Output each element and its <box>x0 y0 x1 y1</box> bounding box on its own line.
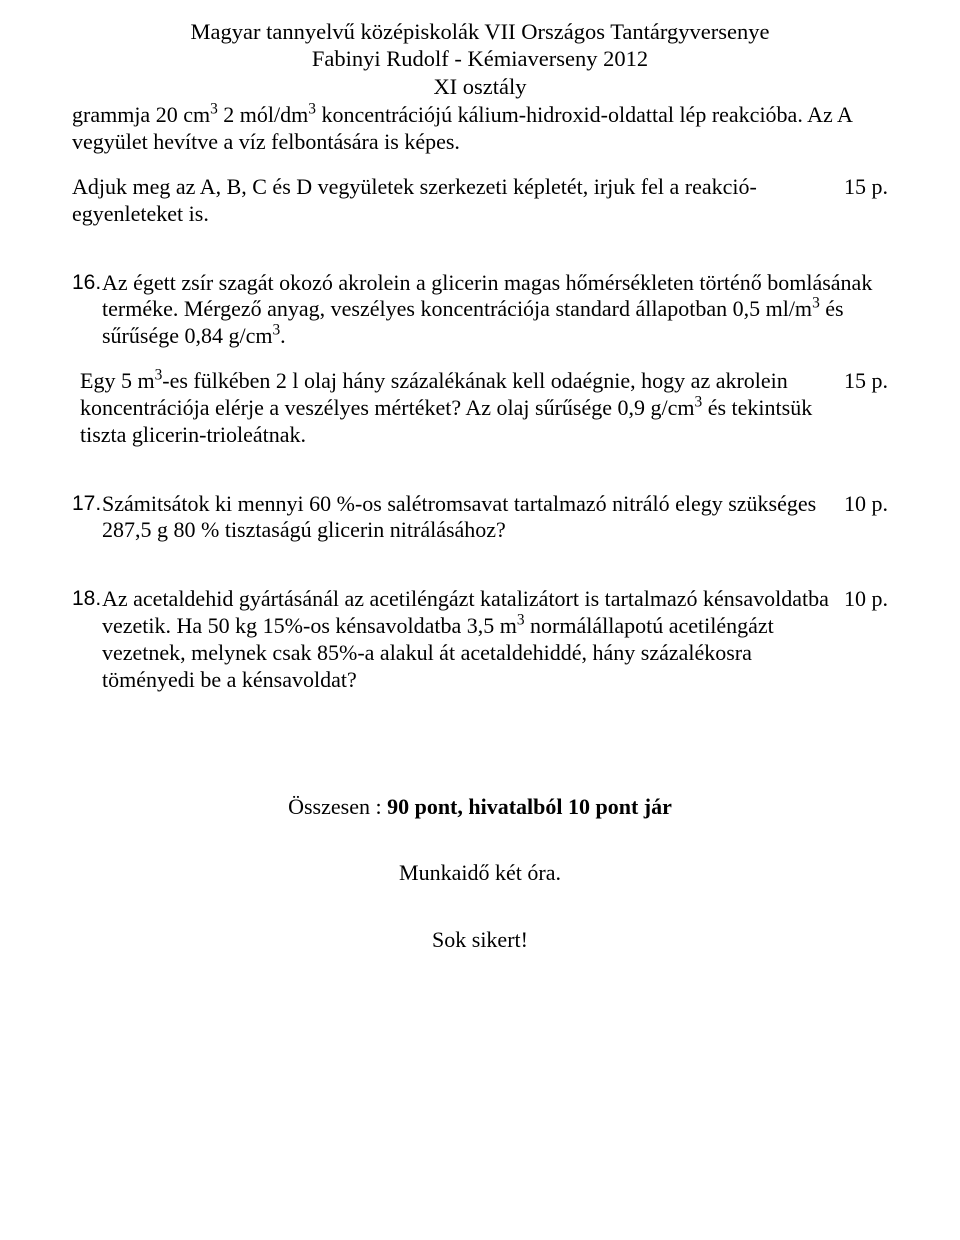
header-line-1: Magyar tannyelvű középiskolák VII Ország… <box>72 18 888 45</box>
q16-p2-points: 15 p. <box>836 368 888 448</box>
q16-p1: Az égett zsír szagát okozó akrolein a gl… <box>102 270 888 350</box>
q17-points: 10 p. <box>836 491 888 545</box>
page-header: Magyar tannyelvű középiskolák VII Ország… <box>72 18 888 100</box>
footer-total-prefix: Összesen : <box>288 794 387 819</box>
question-17: 17. Számitsátok ki mennyi 60 %-os salétr… <box>72 491 888 545</box>
exam-page: Magyar tannyelvű középiskolák VII Ország… <box>0 0 960 1240</box>
footer-total: Összesen : 90 pont, hivatalból 10 pont j… <box>72 794 888 821</box>
q15-p2-line: Adjuk meg az A, B, C és D vegyületek sze… <box>72 174 888 228</box>
q15-p2-points: 15 p. <box>836 174 888 228</box>
question-16: 16. Az égett zsír szagát okozó akrolein … <box>72 270 888 449</box>
q17-number: 17. <box>72 491 102 545</box>
page-footer: Összesen : 90 pont, hivatalból 10 pont j… <box>72 794 888 954</box>
footer-goodluck: Sok sikert! <box>72 927 888 954</box>
footer-time: Munkaidő két óra. <box>72 860 888 887</box>
header-line-3: XI osztály <box>72 73 888 100</box>
q16-p2-text: Egy 5 m3-es fülkében 2 l olaj hány száza… <box>80 368 836 448</box>
q18-points: 10 p. <box>836 586 888 693</box>
q18-text: Az acetaldehid gyártásánál az acetiléngá… <box>102 586 836 693</box>
q18-number: 18. <box>72 586 102 693</box>
q16-number: 16. <box>72 270 102 350</box>
footer-total-bold: 90 pont, hivatalból 10 pont jár <box>387 794 672 819</box>
q17-text: Számitsátok ki mennyi 60 %-os salétromsa… <box>102 491 836 545</box>
q15-p1: grammja 20 cm3 2 mól/dm3 koncentrációjú … <box>72 102 888 156</box>
q16-p2-line: Egy 5 m3-es fülkében 2 l olaj hány száza… <box>72 368 888 448</box>
question-18: 18. Az acetaldehid gyártásánál az acetil… <box>72 586 888 693</box>
q15-continuation: grammja 20 cm3 2 mól/dm3 koncentrációjú … <box>72 102 888 227</box>
q15-p2-text: Adjuk meg az A, B, C és D vegyületek sze… <box>72 174 836 228</box>
header-line-2: Fabinyi Rudolf - Kémiaverseny 2012 <box>72 45 888 72</box>
